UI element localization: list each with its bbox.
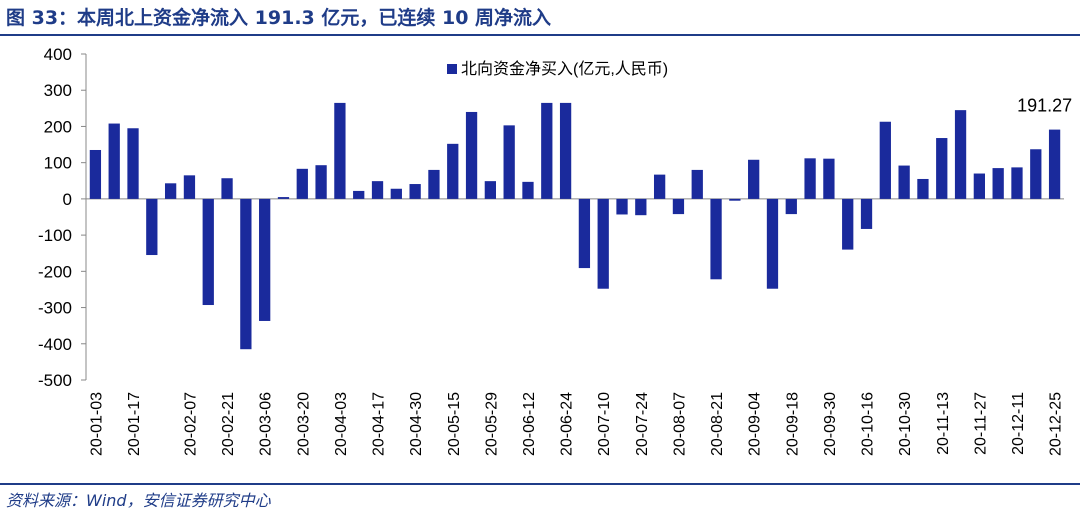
bar	[860, 198, 873, 229]
x-tick-label: 20-08-21	[709, 392, 726, 456]
y-tick-label: 0	[63, 190, 72, 209]
bar	[842, 198, 854, 250]
bar	[785, 198, 797, 215]
x-tick-label: 20-04-03	[333, 392, 350, 456]
bar-chart: 400 300 200 100 0 -100 -200 -300 -400 -500 20-01-0…	[38, 45, 1072, 456]
bar	[635, 198, 647, 216]
y-tick-label: -300	[38, 299, 72, 318]
bar	[559, 102, 572, 199]
bar	[409, 184, 421, 199]
bar	[146, 198, 158, 256]
bar	[89, 149, 102, 199]
x-tick-label: 20-05-15	[446, 392, 463, 456]
y-tick-label: 400	[44, 45, 72, 64]
x-tick-label: 20-12-25	[1048, 392, 1065, 456]
bar	[371, 181, 384, 199]
y-tick-label: 100	[44, 154, 72, 173]
bar	[616, 198, 628, 215]
x-tick-label: 20-07-10	[596, 392, 613, 456]
x-tick-label: 20-12-11	[1010, 392, 1027, 455]
bar	[277, 197, 290, 199]
bar	[221, 178, 233, 199]
bar	[1048, 129, 1061, 199]
figure-title: 图 33：本周北上资金净流入 191.3 亿元，已连续 10 周净流入	[6, 7, 552, 29]
x-tick-label: 20-11-27	[972, 392, 989, 455]
x-tick-label: 20-09-30	[822, 392, 839, 456]
y-tick-label: -200	[38, 262, 72, 281]
legend-label: 北向资金净买入(亿元,人民币)	[461, 60, 668, 78]
x-tick-label: 20-10-30	[897, 392, 914, 456]
y-tick-label: -100	[38, 226, 72, 245]
x-tick-label: 20-03-20	[295, 392, 312, 456]
bar	[240, 198, 252, 350]
x-tick-label: 20-05-29	[483, 392, 500, 456]
x-tick-label: 20-03-06	[258, 392, 275, 456]
bar	[465, 111, 478, 199]
bar	[522, 181, 534, 199]
x-tick-label: 20-06-12	[521, 392, 538, 456]
x-tick-label: 20-10-16	[860, 392, 877, 456]
footer-rule	[0, 483, 1080, 485]
bar	[1011, 167, 1023, 199]
bar	[202, 198, 214, 306]
bar	[898, 165, 910, 199]
source-note: 资料来源：Wind，安信证券研究中心	[6, 491, 271, 510]
bar	[917, 178, 929, 199]
x-tick-label: 20-09-04	[747, 392, 764, 456]
x-tick-label: 20-09-18	[784, 392, 801, 456]
x-tick-label: 20-02-07	[182, 392, 199, 456]
bar	[823, 158, 835, 199]
bar	[296, 168, 308, 199]
bar	[766, 198, 779, 289]
bar	[484, 181, 496, 199]
bar	[353, 190, 365, 199]
x-tick-label: 20-04-17	[371, 392, 388, 456]
bar	[672, 198, 685, 215]
x-tick-label: 20-11-13	[935, 392, 952, 455]
bar	[691, 169, 703, 199]
bar	[748, 159, 760, 199]
x-tick-label: 20-04-30	[408, 392, 425, 456]
bar	[183, 175, 196, 199]
bar	[541, 102, 553, 199]
bar	[428, 169, 440, 199]
data-label-last: 191.27	[1017, 96, 1072, 116]
bar	[597, 198, 609, 289]
legend-swatch	[447, 64, 457, 74]
bar	[164, 183, 177, 199]
x-tick-label: 20-01-17	[126, 392, 143, 456]
bar	[710, 198, 722, 280]
x-tick-label: 20-01-03	[88, 392, 105, 456]
bar	[127, 128, 139, 199]
bar	[259, 198, 271, 321]
bar	[1030, 149, 1042, 199]
bar	[315, 165, 327, 199]
bar	[503, 125, 515, 199]
bar	[578, 198, 591, 269]
y-tick-label: -500	[38, 371, 72, 390]
bar	[108, 123, 120, 199]
bar	[992, 168, 1004, 199]
title-rule	[0, 34, 1080, 36]
y-tick-label: 200	[44, 117, 72, 136]
y-tick-label: -400	[38, 335, 72, 354]
bar	[729, 198, 741, 201]
x-tick-label: 20-06-24	[559, 392, 576, 456]
x-tick-label: 20-08-07	[671, 392, 688, 456]
bar	[390, 188, 402, 199]
bar	[653, 174, 666, 199]
bar	[936, 138, 948, 199]
bar	[334, 102, 346, 199]
bar	[447, 143, 459, 199]
bar	[954, 110, 967, 199]
bar	[879, 121, 891, 199]
bar	[804, 158, 816, 199]
x-tick-label: 20-07-24	[634, 392, 651, 456]
x-tick-label: 20-02-21	[220, 392, 237, 456]
y-tick-label: 300	[44, 81, 72, 100]
bar	[973, 173, 985, 199]
